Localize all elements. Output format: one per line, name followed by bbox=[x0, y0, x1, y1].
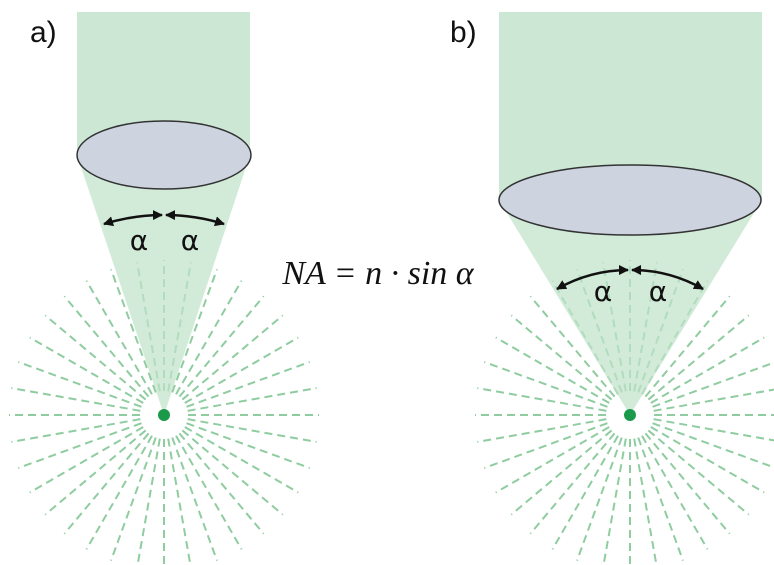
ray bbox=[187, 362, 310, 407]
ray bbox=[477, 388, 606, 411]
lens bbox=[77, 121, 251, 189]
cone bbox=[77, 155, 250, 415]
ray bbox=[188, 419, 317, 442]
ray bbox=[18, 423, 141, 468]
ray bbox=[87, 436, 153, 549]
ray bbox=[176, 436, 242, 549]
ray bbox=[185, 338, 298, 404]
ray bbox=[187, 423, 310, 468]
ray bbox=[477, 419, 606, 442]
ray bbox=[30, 338, 143, 404]
ray bbox=[496, 427, 609, 493]
ray bbox=[30, 427, 143, 493]
ray bbox=[172, 438, 217, 561]
diagram: a) α α b) α α NA = n · sin α bbox=[0, 0, 774, 565]
panel-b: b) α α bbox=[450, 12, 762, 421]
ray bbox=[653, 423, 774, 468]
ray bbox=[484, 423, 607, 468]
angle-label: α bbox=[594, 275, 612, 308]
panel-label: a) bbox=[30, 16, 57, 49]
ray bbox=[653, 362, 774, 407]
angle-label: α bbox=[181, 224, 199, 257]
ray bbox=[137, 439, 160, 565]
ray bbox=[111, 438, 156, 561]
ray bbox=[11, 419, 140, 442]
ray bbox=[577, 438, 622, 561]
ray bbox=[168, 439, 191, 565]
angle-label: α bbox=[130, 224, 148, 257]
ray bbox=[603, 439, 626, 565]
ray bbox=[18, 362, 141, 407]
ray bbox=[11, 388, 140, 411]
ray bbox=[634, 439, 657, 565]
formula: NA = n · sin α bbox=[281, 255, 474, 292]
focus-point bbox=[624, 409, 636, 421]
ray bbox=[638, 438, 683, 561]
ray bbox=[185, 427, 298, 493]
ray bbox=[484, 362, 607, 407]
lens bbox=[499, 165, 761, 235]
ray bbox=[642, 436, 708, 549]
angle-label: α bbox=[649, 275, 667, 308]
ray bbox=[651, 427, 764, 493]
ray bbox=[188, 388, 317, 411]
focus-point bbox=[158, 409, 170, 421]
ray bbox=[553, 436, 619, 549]
panel-a: a) α α bbox=[30, 12, 251, 421]
panel-label: b) bbox=[450, 16, 477, 49]
